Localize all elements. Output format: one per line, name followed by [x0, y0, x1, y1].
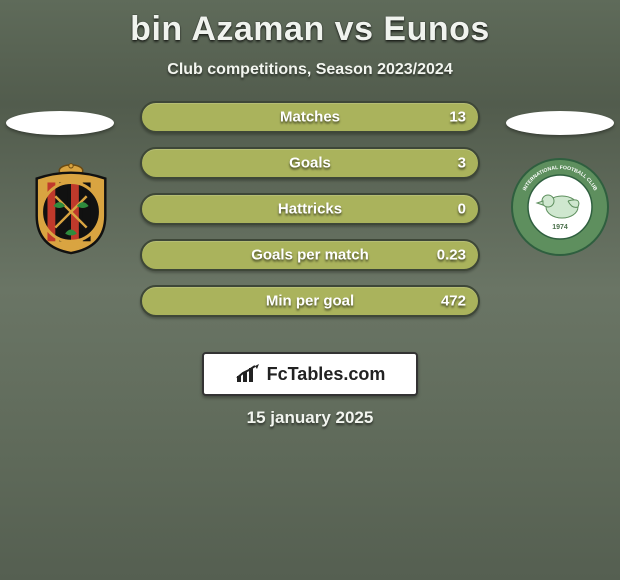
page-subtitle: Club competitions, Season 2023/2024 — [0, 61, 620, 79]
team-crest-left — [22, 157, 120, 255]
stat-bar-hattricks: Hattricks 0 — [140, 193, 480, 225]
stat-value: 0.23 — [437, 247, 466, 264]
left-ellipse — [6, 111, 114, 135]
brand-badge: FcTables.com — [202, 352, 418, 396]
shield-icon — [22, 157, 120, 255]
team-crest-right: 1974 INTERNATIONAL FOOTBALL CLUB — [510, 157, 610, 257]
right-ellipse — [506, 111, 614, 135]
stat-label: Goals — [289, 155, 331, 172]
stat-bars: Matches 13 Goals 3 Hattricks 0 Goals per… — [140, 101, 480, 331]
bar-chart-icon — [235, 364, 261, 384]
stat-bar-goals: Goals 3 — [140, 147, 480, 179]
stat-label: Min per goal — [266, 293, 354, 310]
page-title: bin Azaman vs Eunos — [0, 0, 620, 49]
stat-bar-matches: Matches 13 — [140, 101, 480, 133]
crest-year: 1974 — [552, 224, 568, 231]
stat-bar-min-per-goal: Min per goal 472 — [140, 285, 480, 317]
stat-value: 0 — [458, 201, 466, 218]
stat-bar-goals-per-match: Goals per match 0.23 — [140, 239, 480, 271]
stat-label: Hattricks — [278, 201, 342, 218]
brand-label: FcTables.com — [267, 364, 386, 385]
stat-label: Goals per match — [251, 247, 369, 264]
stat-label: Matches — [280, 109, 340, 126]
club-badge-icon: 1974 INTERNATIONAL FOOTBALL CLUB — [510, 157, 610, 257]
comparison-panel: 1974 INTERNATIONAL FOOTBALL CLUB Matches… — [0, 113, 620, 373]
stat-value: 472 — [441, 293, 466, 310]
stat-value: 13 — [449, 109, 466, 126]
page-date: 15 january 2025 — [0, 408, 620, 428]
stat-value: 3 — [458, 155, 466, 172]
